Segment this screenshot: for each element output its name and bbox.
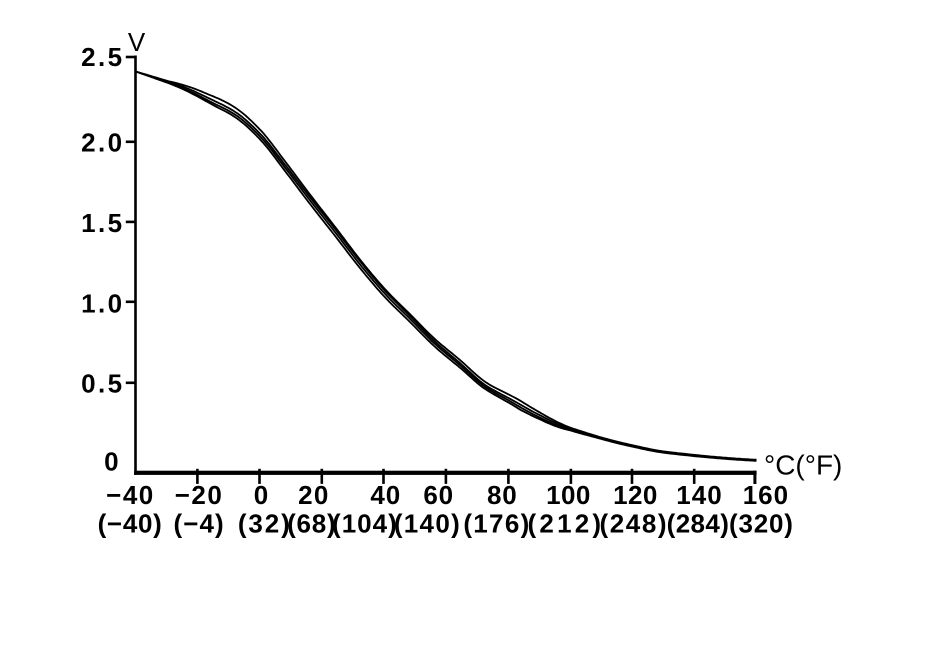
svg-text:(68): (68) [287,509,336,539]
svg-text:(248): (248) [599,509,668,539]
svg-text:20: 20 [298,480,330,510]
svg-text:60: 60 [423,480,454,510]
svg-text:(104): (104) [332,509,398,539]
svg-text:140: 140 [676,480,722,510]
svg-text:0: 0 [254,480,269,510]
svg-text:40: 40 [370,480,401,510]
svg-text:120: 120 [613,480,658,510]
svg-text:80: 80 [487,480,518,510]
svg-text:(−4): (−4) [173,509,224,539]
svg-text:(140): (140) [394,509,461,539]
svg-text:100: 100 [546,480,591,510]
svg-text:°C(°F): °C(°F) [764,450,842,481]
svg-text:(320): (320) [729,509,794,539]
svg-text:1.0: 1.0 [81,288,124,318]
svg-text:(176): (176) [463,509,530,539]
svg-text:(284): (284) [667,509,730,539]
svg-text:V: V [128,27,146,57]
svg-text:(212): (212) [528,509,605,539]
svg-text:(32): (32) [238,509,292,539]
svg-text:160: 160 [743,480,789,510]
svg-text:−20: −20 [175,480,224,510]
svg-text:2.0: 2.0 [81,127,124,157]
svg-text:0: 0 [104,446,121,476]
svg-text:(−40): (−40) [98,509,163,539]
svg-text:2.5: 2.5 [81,42,124,72]
svg-text:1.5: 1.5 [81,208,124,238]
svg-text:0.5: 0.5 [81,369,124,399]
svg-text:−40: −40 [106,480,155,510]
